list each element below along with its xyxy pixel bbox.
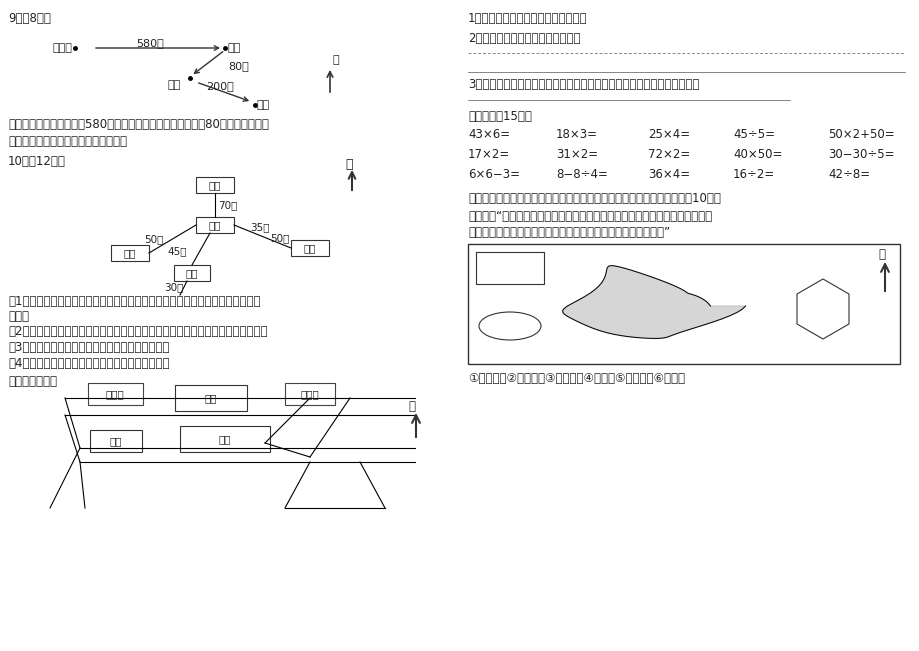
Text: 10。（12分）: 10。（12分）	[8, 155, 66, 168]
Text: 三、口算（15分）: 三、口算（15分）	[468, 110, 531, 123]
Text: 北: 北	[345, 158, 352, 171]
Text: 70米: 70米	[218, 200, 237, 210]
Bar	[196, 177, 233, 193]
Text: 43×6=: 43×6=	[468, 128, 509, 141]
Text: 50×2+50=: 50×2+50=	[827, 128, 893, 141]
Bar	[175, 385, 246, 411]
Text: 3、从图中你还知道什么？请写出来。（如：（　）在（　）的（　）面）: 3、从图中你还知道什么？请写出来。（如：（ ）在（ ）的（ ）面）	[468, 78, 698, 91]
Text: 学校: 学校	[209, 220, 221, 230]
Text: 小明从家向（　　）面走580米来到书店，又向（　　）面走80米来到商店，再: 小明从家向（ ）面走580米来到书店，又向（ ）面走80米来到商店，再	[8, 118, 268, 131]
Text: 小红: 小红	[186, 268, 198, 278]
Text: 书店: 书店	[228, 43, 241, 53]
Text: 72×2=: 72×2=	[647, 148, 689, 161]
Text: 16÷2=: 16÷2=	[732, 168, 775, 181]
Text: 二、看图填空。: 二、看图填空。	[8, 375, 57, 388]
Text: 李红家: 李红家	[106, 389, 124, 399]
Text: 9．（8分）: 9．（8分）	[8, 12, 51, 25]
Text: 42÷8=: 42÷8=	[827, 168, 869, 181]
Text: ①小卖部　②鳄鱼池　③过山车　④猛山　⑤百鸟园　⑥游乐场: ①小卖部 ②鳄鱼池 ③过山车 ④猛山 ⑤百鸟园 ⑥游乐场	[468, 372, 685, 385]
Text: 北: 北	[877, 248, 884, 261]
Text: 50米: 50米	[144, 234, 164, 244]
Bar	[290, 240, 329, 256]
Text: 小军: 小军	[209, 180, 221, 190]
Text: （4）小淫往（　　）方向走（　　）米来到学校。: （4）小淫往（ ）方向走（ ）米来到学校。	[8, 357, 169, 370]
Text: 小明家: 小明家	[53, 43, 73, 53]
Polygon shape	[562, 266, 744, 339]
Text: 31×2=: 31×2=	[555, 148, 597, 161]
Text: 45米: 45米	[167, 246, 187, 256]
Text: 50米: 50米	[269, 233, 289, 243]
Bar	[285, 383, 335, 405]
Text: 学校: 学校	[256, 100, 270, 110]
Text: 36×4=: 36×4=	[647, 168, 689, 181]
Text: 200米: 200米	[206, 81, 233, 91]
Text: 2、请你写出李红家去书店的路线。: 2、请你写出李红家去书店的路线。	[468, 32, 580, 45]
Text: 580米: 580米	[136, 38, 164, 48]
Bar	[468, 244, 899, 364]
Text: 商店: 商店	[168, 80, 181, 90]
Text: （2）小军往（　　）方向走（　　）米再往（　　）方向走（　　）米来到学校。: （2）小军往（ ）方向走（ ）米再往（ ）方向走（ ）米来到学校。	[8, 325, 267, 338]
Text: （1）小红先往（　　）方向走（　　）米，再往（　　）方向走（　　）米来到: （1）小红先往（ ）方向走（ ）米，再往（ ）方向走（ ）米来到	[8, 295, 260, 308]
Text: 书店: 书店	[219, 434, 231, 444]
Text: 北: 北	[407, 400, 414, 413]
Text: 80米: 80米	[228, 61, 248, 71]
Text: 学校。: 学校。	[8, 310, 29, 323]
Text: 8−8÷4=: 8−8÷4=	[555, 168, 607, 181]
Text: 东側是鳄鱼池，猛山在公园的西北角，公园的东北角是百鸟园。”: 东側是鳄鱼池，猛山在公园的西北角，公园的东北角是百鸟园。”	[468, 226, 669, 239]
Bar	[174, 265, 210, 281]
Text: 30米: 30米	[164, 282, 183, 292]
Text: 1、书店在李红家的（　　　　）面。: 1、书店在李红家的（ ）面。	[468, 12, 587, 25]
Bar	[196, 217, 233, 233]
Text: 商业: 商业	[109, 436, 122, 446]
Text: 40×50=: 40×50=	[732, 148, 781, 161]
Text: 公园: 公园	[205, 393, 217, 403]
Text: 小谅: 小谅	[124, 248, 136, 258]
Bar	[111, 245, 149, 261]
Text: 四、请你根据东东的描述把公园的各个项目的序号填在适当的位置上。（10分）: 四、请你根据东东的描述把公园的各个项目的序号填在适当的位置上。（10分）	[468, 192, 720, 205]
Text: 35米: 35米	[250, 222, 269, 232]
Bar	[475, 252, 543, 284]
Text: 45÷5=: 45÷5=	[732, 128, 774, 141]
Text: 6×6−3=: 6×6−3=	[468, 168, 519, 181]
Bar	[90, 430, 142, 452]
Text: 北: 北	[333, 55, 339, 65]
Text: 18×3=: 18×3=	[555, 128, 597, 141]
Text: 东东说：“走进公园大门，正北面有小卖部和游乐场。小卖部的西却是过山车，: 东东说：“走进公园大门，正北面有小卖部和游乐场。小卖部的西却是过山车，	[468, 210, 711, 223]
Text: 25×4=: 25×4=	[647, 128, 689, 141]
Text: 30−30÷5=: 30−30÷5=	[827, 148, 893, 161]
Text: 电　影: 电 影	[301, 389, 319, 399]
Text: （3）小谅往（　　）方向走（　　）米来到学校。: （3）小谅往（ ）方向走（ ）米来到学校。	[8, 341, 169, 354]
Text: 17×2=: 17×2=	[468, 148, 510, 161]
Text: 向（　　）面走（　　）米来到学校。: 向（ ）面走（ ）米来到学校。	[8, 135, 127, 148]
Bar	[180, 426, 269, 452]
Bar	[88, 383, 142, 405]
Text: 小军: 小军	[303, 243, 316, 253]
